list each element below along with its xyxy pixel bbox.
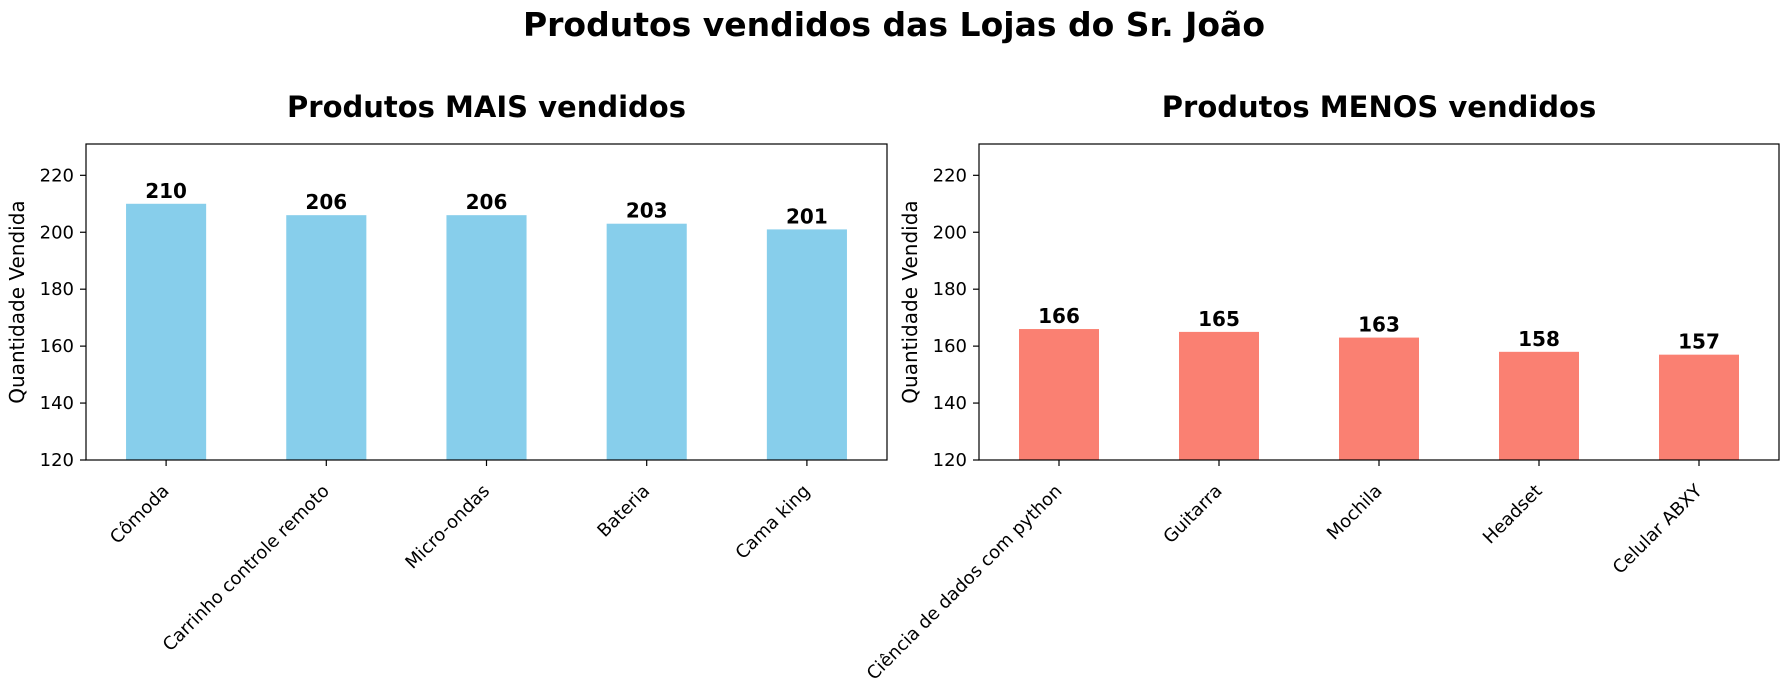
most-bar-3 <box>446 215 527 460</box>
least-chart-title: Produtos MENOS vendidos <box>1162 90 1596 124</box>
most-category-label-5: Cama king <box>732 481 815 564</box>
figure-title: Produtos vendidos das Lojas do Sr. João <box>523 5 1265 44</box>
least-value-label-1: 166 <box>1038 304 1080 328</box>
most-y-tick-label-200: 200 <box>40 222 74 243</box>
least-bar-3 <box>1339 337 1419 460</box>
least-value-label-5: 157 <box>1678 330 1720 354</box>
most-y-tick-label-160: 160 <box>40 336 74 357</box>
most-y-tick-label-120: 120 <box>40 450 74 471</box>
least-category-label-3: Mochila <box>1323 481 1387 545</box>
most-value-label-3: 206 <box>466 190 508 214</box>
least-category-label-4: Headset <box>1479 481 1547 549</box>
most-chart-title: Produtos MAIS vendidos <box>287 90 686 124</box>
most-y-tick-label-140: 140 <box>40 393 74 414</box>
least-bar-1 <box>1019 329 1099 460</box>
most-bar-5 <box>766 229 847 460</box>
most-value-label-1: 210 <box>145 179 187 203</box>
least-y-tick-label-140: 140 <box>933 393 967 414</box>
least-y-tick-label-200: 200 <box>933 222 967 243</box>
least-y-tick-label-120: 120 <box>933 450 967 471</box>
least-bar-5 <box>1659 354 1739 460</box>
least-category-label-2: Guitarra <box>1159 481 1226 548</box>
least-value-label-4: 158 <box>1518 327 1560 351</box>
most-bar-2 <box>286 215 367 460</box>
least-y-axis-label: Quantidade Vendida <box>898 200 922 403</box>
least-value-label-3: 163 <box>1358 313 1400 337</box>
chart-most-sold: Produtos MAIS vendidos 120 140 160 180 200 220… <box>5 90 888 656</box>
most-y-tick-label-180: 180 <box>40 279 74 300</box>
least-category-label-5: Celular ABXY <box>1609 480 1707 578</box>
least-bar-4 <box>1499 351 1579 460</box>
least-y-tick-label-220: 220 <box>933 165 967 186</box>
most-value-label-5: 201 <box>786 204 828 228</box>
most-category-label-1: Cômoda <box>106 481 174 549</box>
most-y-axis-label: Quantidade Vendida <box>5 200 29 403</box>
most-value-label-2: 206 <box>305 190 347 214</box>
most-category-label-4: Bateria <box>593 481 654 542</box>
least-value-label-2: 165 <box>1198 307 1240 331</box>
least-y-tick-label-160: 160 <box>933 336 967 357</box>
most-bar-1 <box>126 203 207 460</box>
most-y-tick-label-220: 220 <box>40 165 74 186</box>
most-category-label-3: Micro-ondas <box>401 481 494 574</box>
most-bar-4 <box>606 223 687 460</box>
least-y-tick-label-180: 180 <box>933 279 967 300</box>
most-value-label-4: 203 <box>626 199 668 223</box>
least-category-label-1: Ciência de dados com python <box>863 481 1067 685</box>
chart-least-sold: Produtos MENOS vendidos 120 140 160 180 200 22… <box>863 90 1780 685</box>
least-bar-2 <box>1179 331 1259 460</box>
most-category-label-2: Carrinho controle remoto <box>159 481 334 656</box>
